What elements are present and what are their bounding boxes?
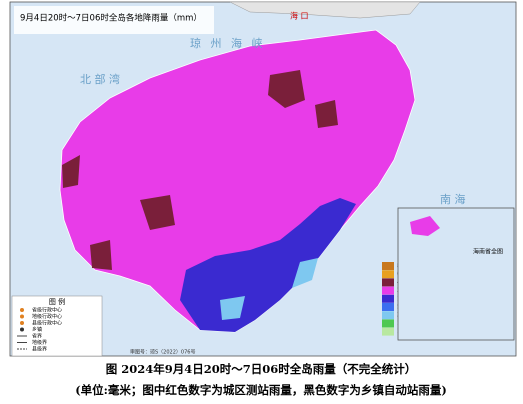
approval-number: 审图号：琼S（2022）076号 — [130, 349, 195, 356]
legend-label: 乡镇 — [32, 326, 42, 333]
legend-label: 县级行政中心 — [32, 320, 62, 327]
legend-label: 地级行政中心 — [32, 313, 62, 320]
scale-swatch — [382, 294, 394, 303]
legend-label: 省界 — [32, 333, 42, 340]
inset-map: 海南省全图 — [397, 207, 515, 341]
scale-swatch — [382, 286, 394, 295]
scale-swatch — [382, 303, 394, 311]
city-label: 海 口 — [290, 11, 309, 21]
legend-symbol — [20, 327, 24, 332]
inset-title: 海南省全图 — [473, 248, 503, 256]
scale-swatch — [382, 311, 394, 320]
scale-swatch — [382, 262, 394, 270]
map-title: 9月4日20时～7日06时全岛各地降雨量（mm） — [20, 13, 202, 24]
legend-symbol — [20, 321, 24, 325]
legend-box — [11, 295, 103, 357]
scale-swatch — [382, 319, 394, 328]
caption-line: (单位:毫米；图中红色数字为城区测站雨量，黑色数字为乡镇自动站雨量) — [75, 383, 447, 397]
sea-label: 南 海 — [440, 192, 466, 206]
scale-swatch — [382, 327, 394, 336]
caption-line: 图 2024年9月4日20时～7日06时全岛雨量（不完全统计） — [106, 362, 417, 376]
legend-title: 图 例 — [49, 297, 65, 306]
legend-symbol — [20, 308, 24, 312]
inset-island — [410, 216, 440, 236]
rain-25-area — [220, 258, 318, 320]
mainland — [229, 1, 421, 19]
scale-swatch — [382, 270, 394, 279]
title-box — [14, 6, 214, 34]
legend-label: 省级行政中心 — [32, 307, 62, 314]
legend-symbol — [20, 314, 24, 319]
rain-100-area — [180, 198, 356, 332]
scale-swatch — [382, 278, 394, 287]
sea-label: 琼 州 海 峡 — [190, 36, 266, 50]
legend-label: 地级界 — [32, 339, 47, 346]
legend-label: 县级界 — [32, 346, 47, 353]
sea-label: 北 部 湾 — [80, 72, 120, 86]
